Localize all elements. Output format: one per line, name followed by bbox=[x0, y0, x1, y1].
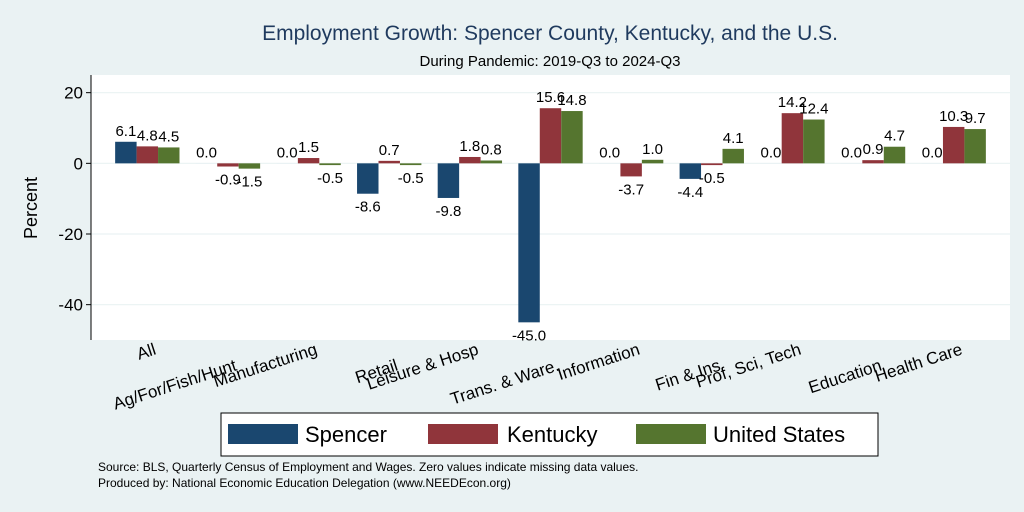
bar-kentucky bbox=[862, 160, 884, 164]
bar-united-states bbox=[319, 163, 341, 166]
data-label: 0.8 bbox=[481, 142, 502, 159]
data-label: -0.5 bbox=[398, 170, 424, 187]
data-label: 0.0 bbox=[841, 144, 862, 161]
data-label: -9.8 bbox=[435, 203, 461, 220]
data-label: 14.2 bbox=[778, 94, 807, 111]
bar-united-states bbox=[238, 163, 261, 169]
bar-united-states bbox=[722, 148, 744, 164]
data-label: -4.4 bbox=[677, 184, 703, 201]
bar-spencer bbox=[357, 163, 379, 194]
data-label: 4.7 bbox=[884, 128, 905, 145]
data-label: 0.0 bbox=[196, 144, 217, 161]
data-label: 1.5 bbox=[298, 139, 319, 156]
chart-title: Employment Growth: Spencer County, Kentu… bbox=[262, 22, 838, 45]
data-label: 4.5 bbox=[158, 128, 179, 145]
data-label: 10.3 bbox=[939, 108, 968, 125]
bar-united-states bbox=[158, 147, 180, 164]
y-axis-title: Percent bbox=[21, 177, 41, 239]
legend-label: Kentucky bbox=[507, 422, 598, 447]
bar-kentucky bbox=[942, 126, 965, 164]
data-label: 14.8 bbox=[557, 92, 586, 109]
legend: Spencer Kentucky United States bbox=[220, 412, 879, 457]
data-label: 0.0 bbox=[599, 144, 620, 161]
source-note: Source: BLS, Quarterly Census of Employm… bbox=[98, 460, 638, 474]
data-label: 1.8 bbox=[459, 138, 480, 155]
legend-box bbox=[220, 412, 879, 457]
data-label: 4.1 bbox=[723, 130, 744, 147]
bar-kentucky bbox=[459, 156, 481, 164]
y-tick-label: -20 bbox=[58, 225, 83, 244]
data-label: 4.8 bbox=[137, 127, 158, 144]
data-label: 1.0 bbox=[642, 141, 663, 158]
bars bbox=[115, 108, 986, 323]
bar-kentucky bbox=[136, 146, 159, 164]
data-label: 0.9 bbox=[863, 141, 884, 158]
legend-swatch bbox=[428, 424, 498, 444]
data-label: 6.1 bbox=[115, 123, 136, 140]
produced-note: Produced by: National Economic Education… bbox=[98, 476, 511, 490]
bar-kentucky bbox=[297, 158, 320, 164]
data-label: -1.5 bbox=[236, 174, 262, 191]
bar-kentucky bbox=[620, 163, 642, 177]
legend-label: United States bbox=[713, 422, 845, 447]
chart-subtitle: During Pandemic: 2019-Q3 to 2024-Q3 bbox=[420, 53, 681, 70]
y-tick-label: -40 bbox=[58, 296, 83, 315]
data-label: -0.9 bbox=[215, 172, 241, 189]
data-label: -8.6 bbox=[355, 199, 381, 216]
legend-label: Spencer bbox=[305, 422, 387, 447]
bar-spencer bbox=[115, 141, 137, 164]
data-label: 15.6 bbox=[536, 89, 565, 106]
category-label: All bbox=[134, 340, 158, 364]
y-axis: 20 0 -20 -40 bbox=[58, 75, 92, 340]
data-label: -0.5 bbox=[699, 170, 725, 187]
data-label: 12.4 bbox=[799, 101, 828, 118]
data-label: -3.7 bbox=[618, 181, 644, 198]
bar-kentucky bbox=[378, 160, 400, 164]
data-label: 0.0 bbox=[761, 144, 782, 161]
bar-kentucky bbox=[781, 113, 804, 164]
y-tick-label: 0 bbox=[74, 154, 83, 173]
bar-kentucky bbox=[217, 163, 239, 167]
bar-united-states bbox=[399, 163, 422, 166]
data-label: 9.7 bbox=[965, 110, 986, 127]
data-label: 0.0 bbox=[277, 144, 298, 161]
bar-united-states bbox=[883, 146, 906, 164]
bar-united-states bbox=[561, 111, 583, 164]
data-label: -45.0 bbox=[512, 327, 546, 344]
data-labels: 6.1 4.8 4.50.0-0.9-1.50.0 1.5-0.5-8.60.7-0.… bbox=[115, 89, 985, 344]
category-label: Health Care bbox=[872, 340, 964, 386]
category-label: Information bbox=[555, 340, 642, 384]
data-label: 0.0 bbox=[922, 144, 943, 161]
bar-united-states bbox=[803, 119, 825, 164]
bar-kentucky bbox=[539, 108, 562, 164]
bar-united-states bbox=[964, 129, 986, 164]
bar-united-states bbox=[480, 160, 503, 164]
data-label: 0.7 bbox=[379, 142, 400, 159]
bar-kentucky bbox=[701, 163, 723, 166]
bar-spencer bbox=[518, 163, 540, 323]
category-label: Education bbox=[806, 356, 884, 397]
legend-swatch bbox=[228, 424, 298, 444]
y-tick-label: 20 bbox=[64, 84, 83, 103]
category-label: Trans. & Ware. bbox=[448, 356, 561, 409]
bar-united-states bbox=[641, 159, 664, 164]
bar-spencer bbox=[679, 163, 702, 179]
bar-spencer bbox=[437, 163, 460, 198]
data-label: -0.5 bbox=[317, 170, 343, 187]
legend-swatch bbox=[636, 424, 706, 444]
